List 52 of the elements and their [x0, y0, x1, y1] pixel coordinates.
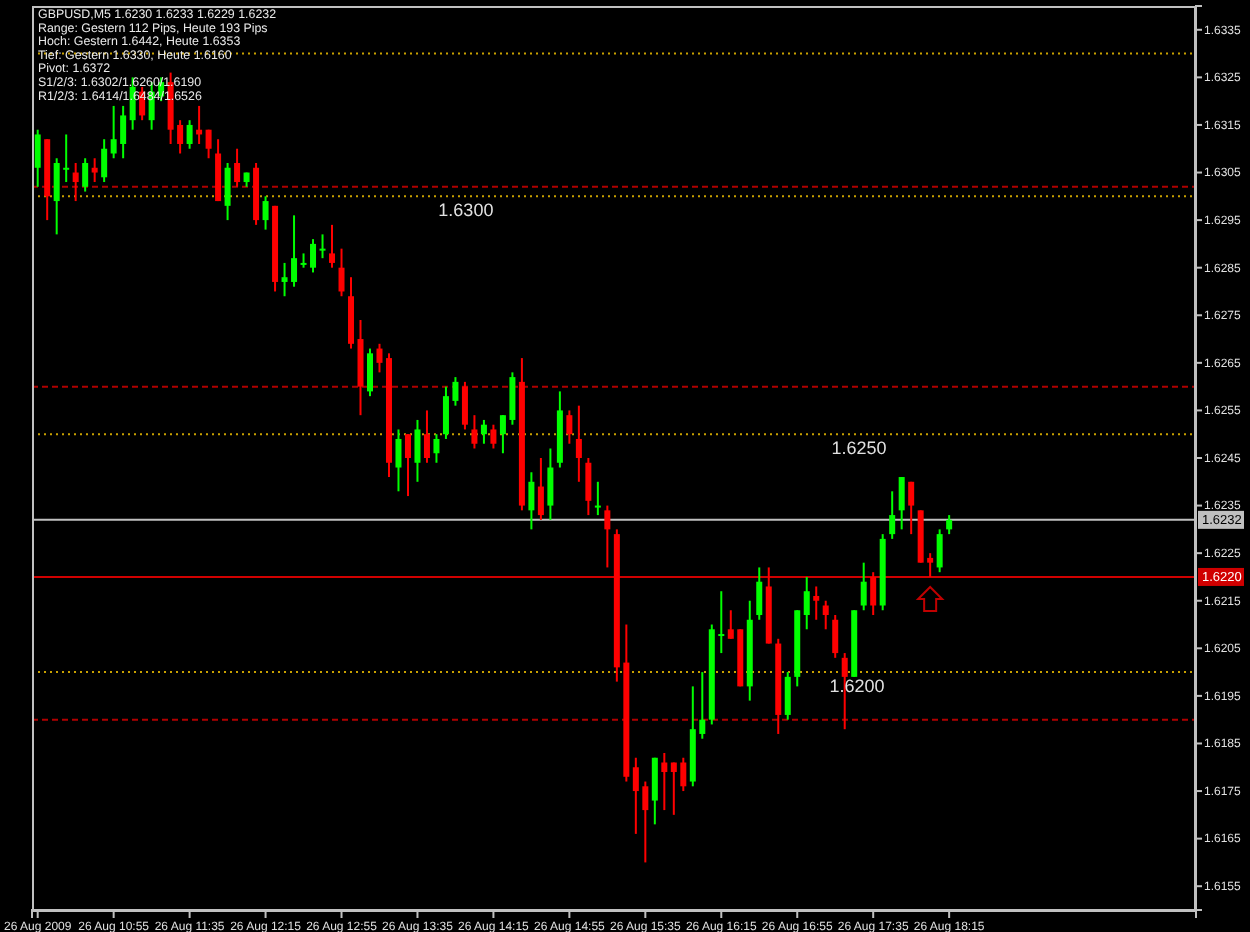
candlestick	[414, 418, 421, 483]
candlestick	[585, 457, 592, 517]
candlestick	[72, 162, 79, 203]
candlestick	[262, 195, 269, 231]
candlestick	[575, 404, 582, 483]
candlestick	[870, 571, 877, 617]
candlestick	[186, 119, 193, 150]
candlestick	[756, 566, 763, 621]
candlestick	[936, 528, 943, 574]
candlestick	[91, 157, 98, 184]
candlestick	[661, 751, 668, 812]
candlestick	[376, 342, 383, 374]
candlestick	[423, 409, 430, 464]
candlestick	[803, 575, 810, 631]
candlestick	[908, 480, 915, 536]
annotation: 1.6250	[831, 438, 887, 459]
candlestick	[367, 347, 373, 398]
candlestick	[898, 476, 905, 531]
candlestick	[433, 433, 440, 464]
candlestick	[490, 423, 497, 450]
candlestick	[471, 414, 478, 450]
candlestick	[528, 471, 535, 531]
candlestick	[338, 247, 345, 298]
candlestick	[357, 319, 364, 417]
candlestick	[480, 418, 487, 445]
candlestick	[651, 756, 658, 826]
candlestick	[889, 490, 896, 540]
candlestick	[813, 585, 820, 621]
candlestick	[205, 128, 212, 160]
candlestick	[547, 447, 554, 521]
candlestick	[832, 614, 839, 659]
candlestick	[329, 223, 336, 269]
candlestick	[822, 599, 829, 631]
candlestick	[215, 138, 222, 203]
candlestick	[594, 480, 601, 517]
candlestick	[234, 147, 241, 188]
candlestick	[537, 457, 544, 521]
candlestick	[224, 162, 231, 222]
annotation: 1.6300	[438, 200, 494, 221]
candlestick	[566, 409, 573, 445]
candlestick	[404, 433, 411, 498]
candlestick	[946, 514, 953, 536]
candlestick	[101, 138, 108, 184]
candlestick	[604, 504, 611, 569]
candlestick	[348, 276, 355, 350]
candlestick	[82, 157, 89, 193]
candlestick	[461, 380, 468, 431]
candlestick	[784, 671, 791, 721]
candlestick	[860, 561, 867, 612]
candlestick	[319, 233, 326, 260]
candlestick	[34, 128, 41, 188]
candlestick	[395, 428, 402, 493]
